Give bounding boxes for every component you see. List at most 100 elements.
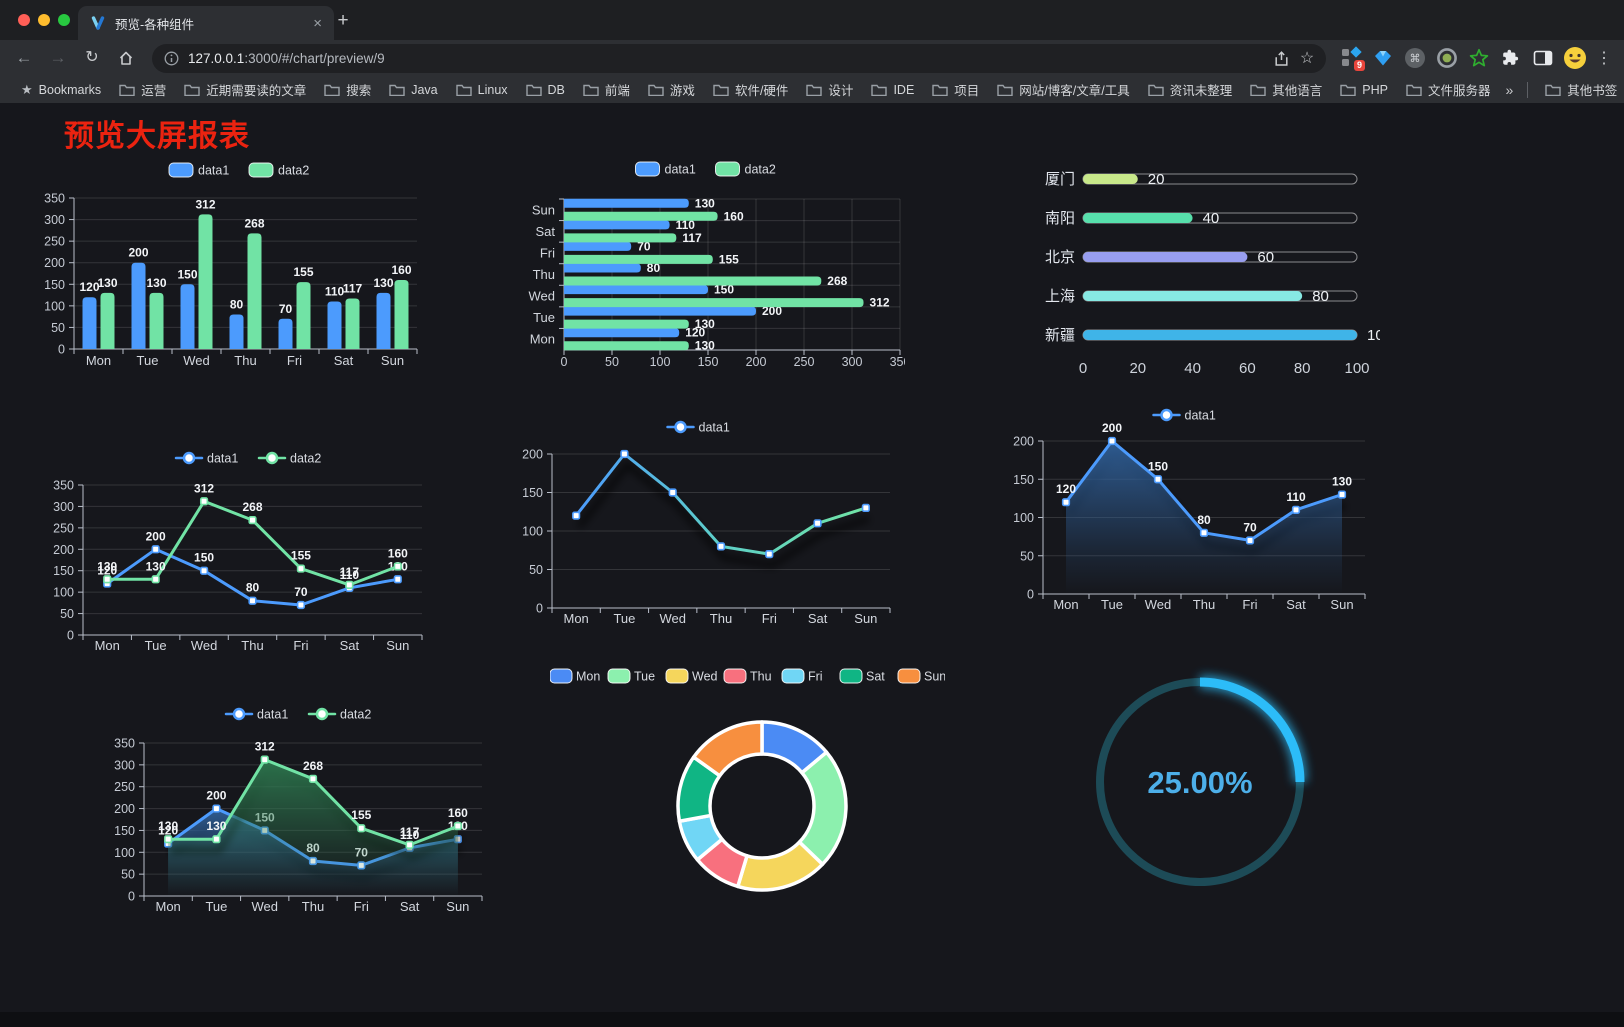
svg-text:北京: 北京 (1045, 249, 1075, 266)
extension-icon-grid[interactable]: 9 (1338, 45, 1365, 71)
bookmark-item[interactable]: 设计 (797, 80, 862, 99)
legend-item-data1[interactable]: data1 (168, 162, 229, 178)
svg-text:data1: data1 (699, 421, 730, 435)
bookmarks-manager[interactable]: ★ Bookmarks (12, 82, 110, 98)
legend-item-data2[interactable]: data2 (257, 452, 321, 466)
legend-item-data1[interactable]: data1 (635, 161, 696, 177)
chart-area-single[interactable]: 0 50 100 150 200 Mon Tue Wed Thu Fri Sat Sun 120 200 1… (1000, 390, 1372, 625)
svg-text:160: 160 (448, 806, 468, 820)
legend-item-data1[interactable]: data1 (174, 452, 238, 466)
legend-item-Mon[interactable]: Mon (550, 668, 600, 684)
svg-text:Thu: Thu (302, 899, 324, 914)
chart-area-double[interactable]: 0 50 100 150 200 250 300 350 Mon Tue Wed Thu Fri Sat S… (100, 680, 500, 930)
bookmark-item[interactable]: 前端 (574, 80, 639, 99)
bookmarks-right-group: » 其他书签 (1499, 80, 1624, 99)
back-button[interactable]: ← (15, 48, 33, 67)
bookmark-item[interactable]: DB (517, 83, 574, 97)
svg-text:150: 150 (194, 551, 214, 565)
bookmark-star-button[interactable]: ☆ (1299, 50, 1315, 67)
legend-item-Sun[interactable]: Sun (897, 668, 945, 684)
bookmark-item[interactable]: 其他语言 (1241, 80, 1331, 99)
svg-text:Wed: Wed (692, 670, 718, 684)
folder-icon (1250, 84, 1266, 96)
share-button[interactable] (1268, 45, 1294, 71)
bookmark-item[interactable]: 网站/博客/文章/工具 (988, 80, 1138, 99)
legend-item-Tue[interactable]: Tue (607, 668, 655, 684)
legend-item-data2[interactable]: data2 (715, 161, 776, 177)
bookmark-item[interactable]: 近期需要读的文章 (175, 80, 315, 99)
svg-text:Tue: Tue (634, 670, 655, 684)
forward-button[interactable]: → (49, 48, 67, 67)
chart-gauge[interactable]: 25.00% (1075, 647, 1325, 897)
avatar-emoji-icon (1564, 47, 1586, 69)
reload-button[interactable]: ↻ (85, 49, 99, 66)
bookmark-item[interactable]: 文件服务器 (1397, 80, 1500, 99)
bookmark-item[interactable]: 游戏 (639, 80, 704, 99)
svg-text:312: 312 (194, 481, 214, 495)
chart-line-gradient[interactable]: 0 50 100 150 200 Mon Tue Wed Thu Fri Sat Sun data1 (505, 400, 895, 635)
legend-item-Sat[interactable]: Sat (839, 668, 885, 684)
svg-text:160: 160 (391, 263, 411, 277)
bookmark-item[interactable]: Java (380, 83, 446, 97)
bookmark-item[interactable]: 软件/硬件 (704, 80, 797, 99)
window-close-button[interactable] (18, 14, 30, 26)
svg-text:130: 130 (97, 559, 117, 573)
chart-line-basic[interactable]: 0 50 100 150 200 250 300 350 Mon Tue Wed Thu Fri Sat S… (50, 448, 450, 673)
extension-icon-green-star[interactable] (1466, 45, 1492, 71)
bookmark-item[interactable]: PHP (1331, 83, 1397, 97)
chart-bar-horizontal[interactable]: 0 50 100 150 200 250 300 350 Sun Sat Fri Thu Wed Tue M… (510, 153, 905, 385)
svg-text:Sat: Sat (1286, 597, 1306, 612)
legend-item-data2[interactable]: data2 (248, 162, 309, 178)
svg-text:Mon: Mon (563, 611, 588, 626)
other-bookmarks-folder[interactable]: 其他书签 (1536, 80, 1624, 99)
url-bar[interactable]: 127.0.0.1:3000/#/chart/preview/9 ☆ (152, 43, 1326, 73)
svg-text:0: 0 (58, 343, 65, 357)
bookmarks-overflow-button[interactable]: » (1505, 81, 1514, 98)
chart-bar-vertical[interactable]: 0 50 100 150 200 250 300 350 Mon Tue Wed Thu Fri Sat S… (40, 150, 442, 382)
side-panel-button[interactable] (1530, 45, 1556, 71)
legend-item-data1[interactable]: data1 (224, 708, 288, 722)
tab-close-icon[interactable]: × (313, 14, 322, 32)
browser-tab[interactable]: 预览-各种组件 × (78, 6, 334, 40)
svg-text:250: 250 (53, 521, 74, 535)
svg-text:300: 300 (53, 500, 74, 514)
extensions-puzzle-button[interactable] (1498, 45, 1524, 71)
browser-toolbar: ← → ↻ 127.0.0.1:3000/#/chart/preview/9 (0, 40, 1624, 76)
bookmark-item[interactable]: 搜索 (315, 80, 380, 99)
bookmark-item[interactable]: 运营 (110, 80, 175, 99)
legend-item-Thu[interactable]: Thu (723, 668, 772, 684)
bookmark-item[interactable]: IDE (862, 83, 923, 97)
chart-city-progress[interactable]: 厦门 20 南阳 40 北京 60 上海 80 新疆 100 0 20 40 60 80 100 (1005, 155, 1380, 387)
svg-text:110: 110 (325, 285, 345, 299)
window-minimize-button[interactable] (38, 14, 50, 26)
legend-item-data1[interactable]: data1 (666, 421, 730, 435)
chart-donut[interactable]: Mon Tue Wed Thu Fri Sat Sun (550, 638, 945, 913)
extension-icon-recorder[interactable] (1434, 45, 1460, 71)
legend-item-Fri[interactable]: Fri (781, 668, 823, 684)
bookmark-item[interactable]: Linux (447, 83, 517, 97)
svg-text:100: 100 (650, 355, 671, 369)
extension-icon-command[interactable]: ⌘ (1402, 45, 1428, 71)
window-zoom-button[interactable] (58, 14, 70, 26)
home-button[interactable] (112, 44, 140, 72)
svg-text:150: 150 (44, 278, 65, 292)
profile-avatar[interactable] (1562, 45, 1588, 71)
svg-text:130: 130 (695, 196, 715, 210)
new-tab-button[interactable]: + (337, 10, 349, 31)
svg-text:南阳: 南阳 (1045, 210, 1075, 227)
svg-text:60: 60 (1257, 249, 1274, 266)
legend-item-data1[interactable]: data1 (1152, 409, 1216, 423)
svg-text:130: 130 (97, 276, 117, 290)
svg-text:0: 0 (67, 629, 74, 643)
svg-text:350: 350 (890, 355, 905, 369)
bookmark-item[interactable]: 资讯未整理 (1139, 80, 1242, 99)
legend-item-data2[interactable]: data2 (307, 708, 371, 722)
svg-text:Sun: Sun (386, 638, 409, 653)
bookmark-item-label: DB (547, 82, 565, 97)
extension-icon-gem[interactable] (1370, 45, 1396, 71)
legend-item-Wed[interactable]: Wed (665, 668, 718, 684)
svg-text:150: 150 (1013, 473, 1034, 487)
svg-text:⌘: ⌘ (1410, 53, 1421, 65)
bookmark-item[interactable]: 项目 (923, 80, 988, 99)
browser-menu-button[interactable]: ⋮ (1596, 50, 1612, 67)
